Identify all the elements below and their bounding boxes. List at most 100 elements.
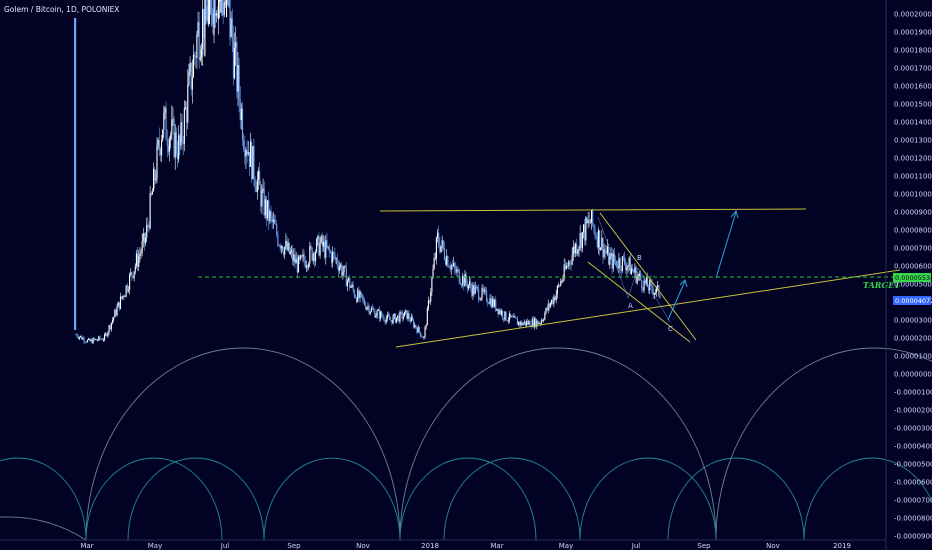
candle-body xyxy=(411,316,414,321)
candle-body xyxy=(443,247,445,260)
candle-body xyxy=(521,321,523,326)
x-tick-label: Jul xyxy=(220,542,230,550)
candle-body xyxy=(337,264,339,271)
candle-body xyxy=(465,274,467,283)
candle-body xyxy=(294,254,296,264)
candle-body xyxy=(555,294,557,301)
candle-body xyxy=(80,335,82,337)
candle-body xyxy=(456,269,458,273)
candle-body xyxy=(608,246,610,265)
cycle-arc-small xyxy=(127,457,265,541)
candle-body xyxy=(159,148,161,156)
candle-body xyxy=(496,308,498,311)
candle-body xyxy=(235,42,237,48)
candle-body xyxy=(479,299,481,301)
x-tick-label: Mar xyxy=(80,542,93,550)
candle-body xyxy=(528,321,530,325)
candle-body xyxy=(557,285,560,286)
candle-body xyxy=(296,258,298,273)
candle-body xyxy=(410,316,412,322)
candle-body xyxy=(255,187,257,192)
candle-body xyxy=(205,0,207,25)
candle-body xyxy=(512,316,514,318)
candle-body xyxy=(313,253,315,262)
candle-body xyxy=(194,54,196,57)
candle-body xyxy=(281,245,284,252)
candle-body xyxy=(180,122,182,146)
candle-body xyxy=(540,320,542,324)
resistance-line[interactable] xyxy=(379,208,807,212)
candle-body xyxy=(394,313,396,323)
candle-body xyxy=(403,311,406,317)
candle-body xyxy=(505,311,507,321)
candle-body xyxy=(197,22,199,36)
y-tick-label: 0.00000000 xyxy=(894,371,932,379)
candle-body xyxy=(256,179,258,192)
candle-body xyxy=(529,321,531,327)
candle-body xyxy=(372,308,374,310)
candle-body xyxy=(600,247,602,251)
candle-body xyxy=(649,280,651,291)
candle-body xyxy=(280,245,282,249)
time-axis[interactable]: Mar May Jul Sep Nov 2018 Mar May Jul Sep Nov 2019 xyxy=(0,539,886,550)
candle-body xyxy=(306,265,309,268)
candle-body xyxy=(164,107,166,113)
candle-body xyxy=(470,281,472,288)
candle-body xyxy=(389,316,391,320)
candle-body xyxy=(154,168,156,181)
candle-body xyxy=(222,0,224,16)
candle-body xyxy=(312,253,314,261)
candle-body xyxy=(89,338,91,342)
candle-body xyxy=(273,219,276,224)
candle-body xyxy=(554,296,556,301)
candle-body xyxy=(568,261,570,267)
candle-body xyxy=(231,18,233,42)
candle-body xyxy=(377,309,379,311)
candle-body xyxy=(604,249,606,252)
candle-body xyxy=(227,0,229,6)
candle-body xyxy=(146,224,148,238)
candle-body xyxy=(621,256,623,272)
candle-body xyxy=(392,316,394,324)
candle-body xyxy=(190,62,192,90)
candle-body xyxy=(407,313,409,319)
candle-body xyxy=(176,152,179,160)
candle-body xyxy=(141,240,143,253)
candle-body xyxy=(278,245,280,246)
candle-body xyxy=(634,267,636,273)
channel-lower-line[interactable] xyxy=(587,261,691,343)
candle-body xyxy=(584,224,586,241)
candle-body xyxy=(536,320,538,327)
candle-body xyxy=(448,266,450,268)
candle-body xyxy=(84,341,86,343)
candle-body xyxy=(619,258,621,269)
candle-body xyxy=(376,310,378,316)
candle-body xyxy=(429,300,431,302)
candle-body xyxy=(163,112,165,130)
candle-body xyxy=(523,321,525,324)
candle-body xyxy=(342,271,344,276)
candle-body xyxy=(354,296,357,298)
candle-body xyxy=(381,311,383,317)
candle-body xyxy=(585,217,587,241)
cycle-arc xyxy=(715,347,932,541)
candle-body xyxy=(522,323,524,326)
candle-body xyxy=(348,277,350,281)
candle-body xyxy=(220,0,222,13)
candle-body xyxy=(126,285,128,291)
candle-body xyxy=(459,282,461,285)
candle-body xyxy=(510,313,512,318)
candle-body xyxy=(515,317,517,319)
x-tick-label: Jul xyxy=(631,542,641,550)
candle-body xyxy=(76,334,78,337)
wave-abc-path xyxy=(597,216,671,323)
cycle-arc-small xyxy=(263,457,401,541)
cycle-arc-small xyxy=(803,457,932,541)
wave-label-c: C xyxy=(668,325,673,333)
candle-body xyxy=(311,247,313,261)
